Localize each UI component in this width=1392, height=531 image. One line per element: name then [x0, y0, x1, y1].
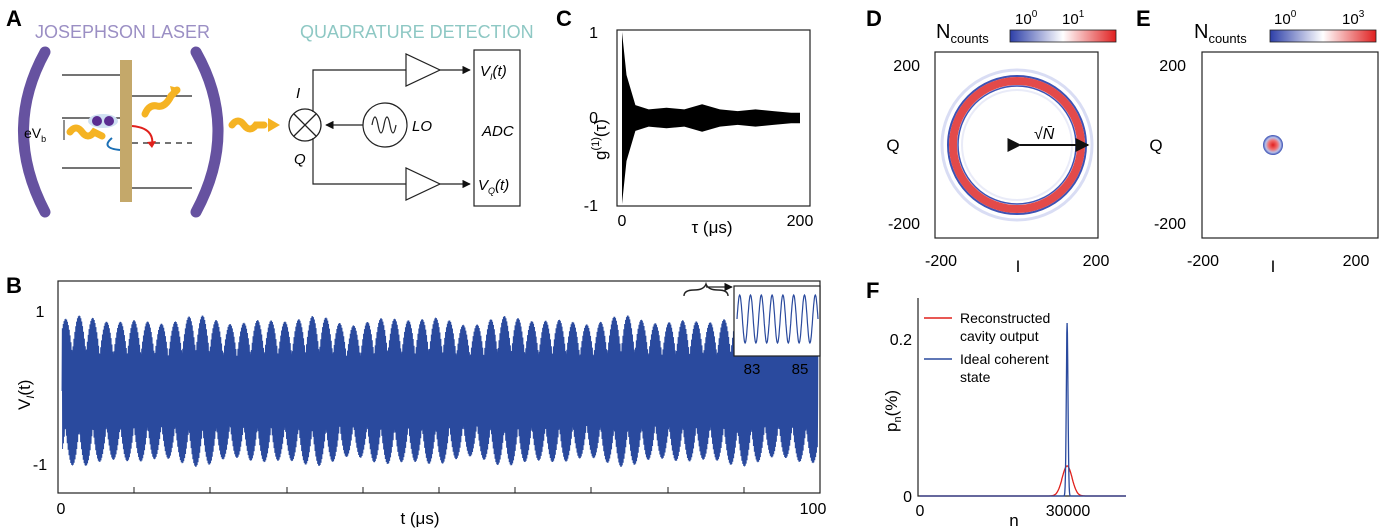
- panel-e: E Ncounts 100 103 200 -200 Q -200 200 I: [1136, 6, 1379, 276]
- b-inset-brace: [683, 281, 729, 297]
- cavity-mirror-left: [18, 46, 51, 218]
- f-legend-reconstructed-line2: cavity output: [960, 328, 1039, 344]
- f-ytick-0: 0: [903, 489, 912, 506]
- b-inset-xtick-83: 83: [744, 361, 761, 378]
- d-cbar-label: Ncounts: [936, 21, 989, 46]
- d-xtick-200: 200: [1083, 253, 1110, 270]
- f-ylabel: pn(%): [882, 390, 904, 432]
- panel-a-letter: A: [6, 6, 22, 31]
- josephson-laser-title: JOSEPHSON LASER: [35, 22, 210, 42]
- e-frame: [1201, 51, 1379, 239]
- panel-c-frame: [616, 29, 811, 207]
- f-legend-ideal-line1: Ideal coherent: [960, 351, 1049, 367]
- vi-trace: [61, 315, 819, 467]
- amplifier-q: [405, 167, 442, 201]
- c-xlabel: τ (μs): [691, 218, 732, 237]
- vq-output-label: VQ(t): [478, 177, 509, 196]
- q-arm-label: Q: [294, 151, 306, 168]
- panel-d-letter: D: [866, 6, 882, 31]
- panel-b: B 1 -1 0 100 t (μs) VI(t) 83 85: [6, 273, 826, 528]
- c-xtick-200: 200: [787, 213, 814, 230]
- d-cbar-tick-1: 100: [1015, 9, 1038, 28]
- mixer: [288, 108, 322, 142]
- f-distribution-plot: [920, 322, 1126, 497]
- signal-lines: [312, 65, 471, 189]
- lo-label: LO: [412, 118, 432, 135]
- f-ytick-02: 0.2: [890, 332, 912, 349]
- d-ylabel: Q: [886, 136, 899, 155]
- tunneling-arrow-blue: [106, 137, 121, 151]
- e-xtick-200: 200: [1343, 253, 1370, 270]
- b-xticks-marks: [133, 487, 745, 493]
- e-cbar-tick-1: 100: [1274, 9, 1297, 28]
- i-arm-label: I: [296, 85, 300, 102]
- d-colorbar: [1009, 29, 1117, 43]
- cooper-pair-electron-1: [92, 116, 102, 126]
- panel-e-letter: E: [1136, 6, 1151, 31]
- c-ylabel: g(1)(τ): [590, 119, 610, 160]
- c-xtick-0: 0: [618, 213, 627, 230]
- photon-output: [228, 117, 268, 133]
- e-coherent-spot: [1263, 135, 1283, 155]
- cooper-pair-electron-2: [104, 116, 114, 126]
- panel-b-letter: B: [6, 273, 22, 298]
- b-inset-xtick-85: 85: [792, 361, 809, 378]
- f-xlabel: n: [1009, 511, 1018, 530]
- c-ytick-neg1: -1: [584, 198, 598, 215]
- e-colorbar: [1269, 29, 1377, 43]
- d-ytick-neg200: -200: [888, 216, 920, 233]
- d-xlabel: I: [1016, 257, 1021, 276]
- b-inset-trace-line: [736, 293, 819, 345]
- panel-f: F Reconstructed cavity output Ideal cohe…: [866, 278, 1126, 530]
- f-xtick-30000: 30000: [1046, 503, 1091, 520]
- b-ylabel: VI(t): [15, 380, 37, 410]
- b-inset-trace: [736, 293, 819, 345]
- adc-box: [473, 49, 521, 207]
- junction-barrier: [120, 60, 132, 202]
- vi-output-label: VI(t): [480, 63, 507, 82]
- panel-d: D Ncounts 100 101 √N̄ 200 -200 Q -200 20…: [866, 6, 1117, 276]
- d-radius-label: √N̄: [1034, 126, 1055, 143]
- local-oscillator: [362, 102, 408, 148]
- vi-trace-line: [61, 315, 819, 467]
- panel-a: A JOSEPHSON LASER QUADRATURE DETECTION e…: [6, 6, 534, 218]
- cavity-mirror-right: [190, 46, 224, 218]
- e-cbar-tick-2: 103: [1342, 9, 1365, 28]
- d-ring-halo-outer: [940, 68, 1094, 222]
- b-ytick-neg1: -1: [33, 457, 47, 474]
- c-ytick-1: 1: [589, 25, 598, 42]
- b-ytick-1: 1: [36, 304, 45, 321]
- g1-plot: [622, 32, 800, 204]
- e-cbar-label: Ncounts: [1194, 21, 1247, 46]
- e-xtick-neg200: -200: [1187, 253, 1219, 270]
- panel-c: C 1 0 -1 0 200 τ (μs) g(1)(τ): [556, 6, 813, 237]
- d-ytick-200: 200: [893, 58, 920, 75]
- panel-c-letter: C: [556, 6, 572, 31]
- e-ytick-neg200: -200: [1154, 216, 1186, 233]
- quadrature-detection-title: QUADRATURE DETECTION: [300, 22, 534, 42]
- b-xtick-100: 100: [800, 501, 827, 518]
- adc-label: ADC: [481, 123, 514, 140]
- e-ylabel: Q: [1149, 136, 1162, 155]
- photon-emitted-right: [141, 86, 181, 118]
- f-series-ideal: [920, 322, 1126, 497]
- panel-f-letter: F: [866, 278, 879, 303]
- e-ytick-200: 200: [1159, 58, 1186, 75]
- f-xtick-0: 0: [916, 503, 925, 520]
- bias-label: eVb: [24, 125, 46, 144]
- amplifier-i: [405, 53, 442, 87]
- b-xtick-0: 0: [57, 501, 66, 518]
- d-cbar-tick-2: 101: [1062, 9, 1085, 28]
- e-xlabel: I: [1271, 257, 1276, 276]
- c-ytick-0: 0: [589, 110, 598, 127]
- photon-emitted-left: [66, 124, 106, 140]
- d-xtick-neg200: -200: [925, 253, 957, 270]
- f-legend-ideal-line2: state: [960, 369, 991, 385]
- f-legend-reconstructed-line1: Reconstructed: [960, 310, 1050, 326]
- f-series-reconstructed: [920, 465, 1126, 497]
- b-xlabel: t (μs): [400, 509, 439, 528]
